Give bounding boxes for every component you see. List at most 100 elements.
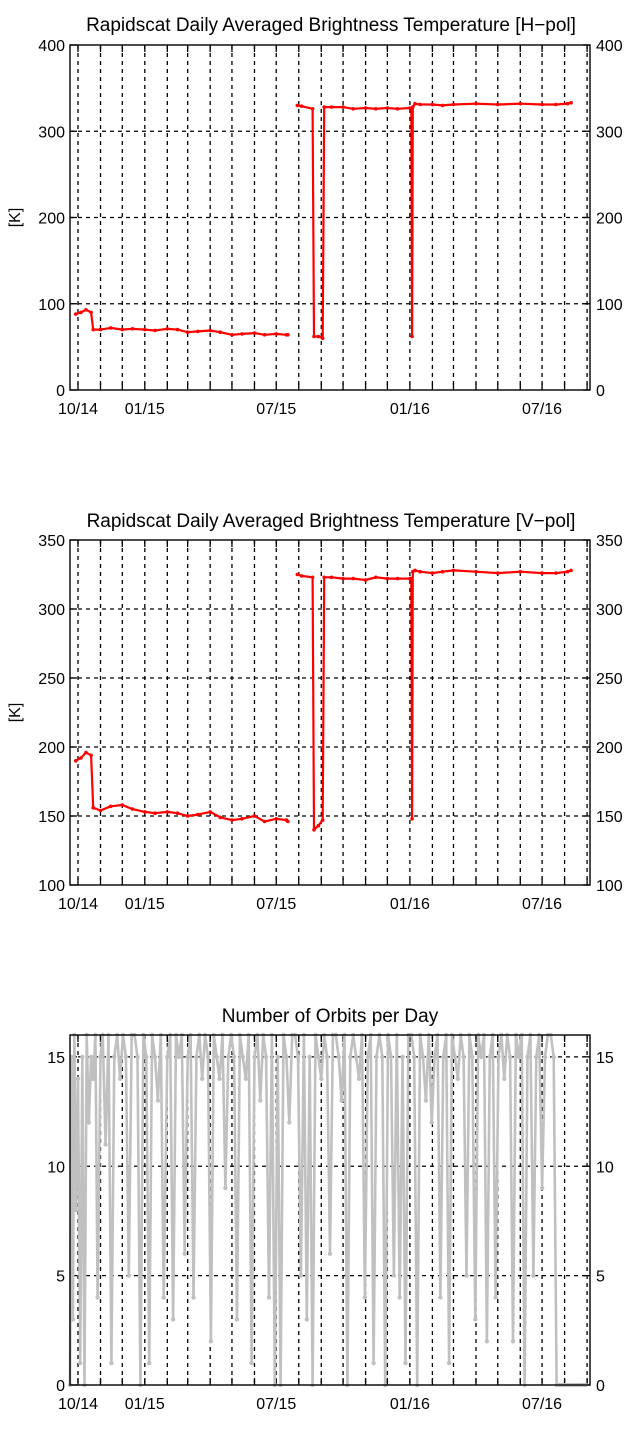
x-tick-label: 01/16 [390,401,430,418]
data-point [295,572,300,577]
data-point [91,327,95,332]
data-point [484,1339,490,1344]
data-point [310,107,315,111]
data-point [362,1295,368,1300]
data-point [84,750,88,755]
data-point [388,1054,394,1060]
y-tick-label-left: 10 [47,1159,65,1176]
series-line [296,569,572,831]
data-point [565,101,570,106]
data-point [429,1120,434,1125]
data-point [98,327,103,332]
data-point [312,828,316,832]
data-point [152,1054,158,1060]
data-point [135,1054,140,1060]
ticks-orbits: 0 0 5 5 10 10 15 15 10/14 01/15 07/15 01/16 07/16 [47,1035,614,1413]
data-point [438,1295,443,1300]
data-point [143,327,147,332]
data-point [464,1273,469,1278]
y-tick-label-left: 100 [38,878,65,895]
data-point [274,817,279,821]
data-point [252,1054,257,1060]
data-point [91,805,95,810]
data-point [446,1360,452,1366]
data-point [286,819,290,824]
data-point [208,1339,214,1344]
data-point [299,104,304,108]
data-point [130,807,135,811]
ticks-h-pol: 0 0 100 100 200 200 300 300 400 400 10/14 01/15 07/1… [38,38,623,418]
data-point [327,1251,333,1257]
data-point [80,1054,85,1060]
data-point [223,1185,228,1191]
data-point [507,1054,513,1060]
plot-frame-h-pol [69,44,591,391]
data-point [89,753,93,758]
data-point [252,331,257,335]
data-point [348,1054,353,1060]
data-point [103,1142,108,1147]
data-point [274,332,279,336]
data-point [569,568,573,573]
data-point [531,1273,536,1278]
chart-h-pol: Rapidscat Daily Averaged Brightness Temp… [7,15,623,418]
data-point [496,102,500,107]
data-point [365,1054,370,1060]
series-line [297,101,572,340]
data-point [298,1273,304,1278]
y-tick-label-right: 100 [596,297,623,314]
data-point [295,1054,301,1060]
data-point [403,1360,408,1366]
data-point [109,1360,114,1366]
data-point [155,1098,161,1103]
x-tick-label: 07/16 [522,1396,562,1413]
data-point [312,334,316,339]
data-point [363,106,368,110]
x-tick-label: 10/14 [58,896,98,913]
series-line [75,308,288,336]
data-point [413,568,417,573]
data-point [165,810,170,814]
y-tick-label-right: 200 [596,740,623,757]
data-point [322,105,327,109]
data-point [554,102,558,107]
data-point [470,1054,475,1060]
data-point [569,101,573,105]
y-tick-label-left: 15 [47,1050,65,1067]
data-point [84,308,88,312]
data-point [430,571,435,575]
data-point [385,106,390,110]
data-point [98,808,103,813]
data-point [175,327,180,332]
data-point [310,575,315,580]
data-point [176,1054,182,1060]
y-tick-label-right: 0 [596,383,605,400]
data-point [316,823,321,828]
x-tick-label: 07/16 [522,401,562,418]
data-point [510,1339,516,1344]
data-point [262,333,267,337]
y-tick-label-left: 0 [56,1378,65,1395]
data-point [165,1054,170,1060]
y-tick-label-right: 0 [596,1378,605,1395]
data-point [91,1076,96,1082]
x-tick-label: 01/16 [390,1396,430,1413]
y-tick-label-left: 0 [56,383,65,400]
x-tick-label: 07/15 [256,1396,296,1413]
data-point [182,1251,187,1257]
data-point [217,1076,222,1082]
data-point [413,101,417,106]
data-point [420,1054,426,1060]
data-point [226,1054,231,1060]
data-point [205,1054,211,1060]
data-point [120,327,125,332]
data-point [196,812,200,817]
data-point [440,103,445,108]
data-point [304,1317,309,1322]
data-point [410,817,414,821]
data-point [86,1120,92,1125]
y-tick-label-right: 300 [596,124,623,141]
y-tick-label-left: 100 [38,297,65,314]
data-point [231,1054,237,1060]
data-point [539,1185,545,1191]
